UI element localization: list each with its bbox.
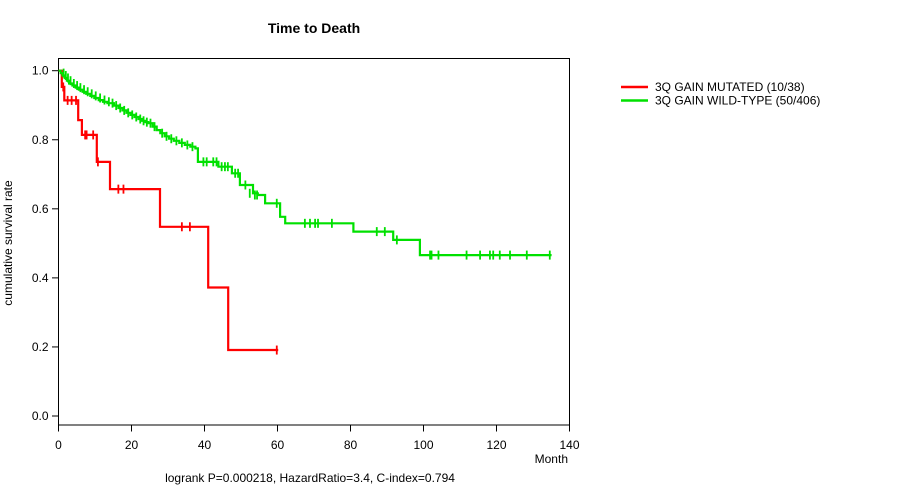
x-tick-label: 0 [55, 438, 62, 452]
x-axis: 0 20 40 60 80 100 120 140 [55, 425, 580, 452]
survival-curve-1 [58, 69, 552, 257]
series-curves [58, 68, 552, 355]
y-tick-label: 0.4 [32, 271, 49, 285]
x-tick-label: 20 [125, 438, 139, 452]
stats-annotation: logrank P=0.000218, HazardRatio=3.4, C-i… [165, 471, 455, 485]
legend-label-wildtype: 3Q GAIN WILD-TYPE (50/406) [655, 94, 820, 108]
plot-box [58, 58, 570, 426]
x-tick-label: 140 [559, 438, 579, 452]
y-axis: 0.0 0.2 0.4 0.6 0.8 1.0 [32, 64, 59, 423]
y-tick-label: 0.8 [32, 133, 49, 147]
legend-label-mutated: 3Q GAIN MUTATED (10/38) [655, 80, 805, 94]
y-tick-label: 0.6 [32, 202, 49, 216]
chart-title: Time to Death [268, 20, 360, 36]
x-axis-title: Month [535, 452, 568, 466]
x-tick-label: 80 [344, 438, 358, 452]
legend: 3Q GAIN MUTATED (10/38) 3Q GAIN WILD-TYP… [621, 80, 820, 108]
x-tick-label: 100 [413, 438, 433, 452]
y-tick-label: 1.0 [32, 64, 49, 78]
x-tick-label: 60 [271, 438, 285, 452]
y-tick-label: 0.2 [32, 340, 49, 354]
x-tick-label: 40 [198, 438, 212, 452]
y-axis-title: cumulative survival rate [1, 180, 15, 306]
y-tick-label: 0.0 [32, 409, 49, 423]
x-tick-label: 120 [486, 438, 506, 452]
survival-curve-0 [58, 69, 279, 352]
